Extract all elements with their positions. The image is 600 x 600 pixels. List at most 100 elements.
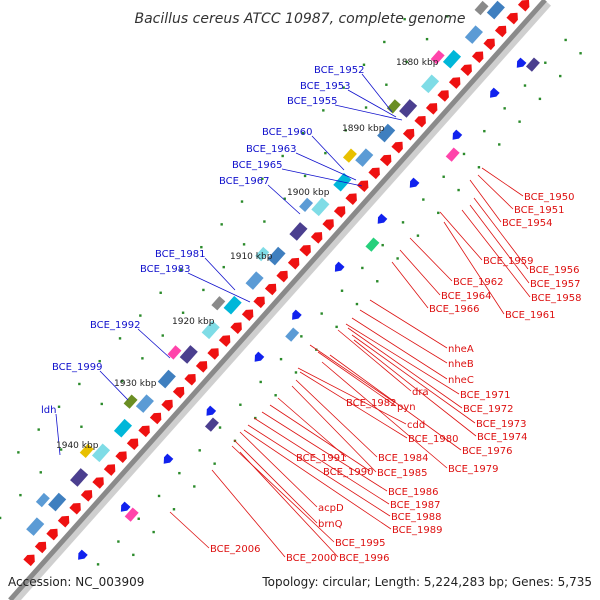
- reverse-gene-arrow-shape: [377, 213, 388, 224]
- tick-dot: [303, 174, 307, 178]
- leader-line-right: [391, 261, 429, 309]
- leader-line-right: [261, 411, 388, 492]
- forward-gene-arrow: [69, 503, 81, 515]
- leader-line-left: [361, 73, 393, 113]
- tick-dot: [538, 97, 542, 101]
- gene-label-right: BCE_1966: [429, 304, 479, 315]
- gene-label-right: BCE_1954: [502, 218, 552, 229]
- feature-box-rect: [245, 271, 264, 290]
- forward-gene-arrow: [218, 335, 231, 347]
- tick-dot: [132, 553, 135, 557]
- forward-gene-arrow-shape: [149, 412, 162, 425]
- feature-box-rect: [35, 492, 50, 508]
- gene-label-right: BCE_1995: [335, 538, 385, 549]
- feature-box: [399, 99, 418, 118]
- feature-box-rect: [201, 320, 220, 340]
- tick-dot: [213, 462, 216, 465]
- forward-gene-arrow: [494, 25, 507, 38]
- leader-line-right: [295, 379, 378, 458]
- forward-gene-arrow-shape: [34, 541, 47, 554]
- forward-gene-arrow-shape: [356, 180, 369, 193]
- tick-dot: [179, 268, 183, 272]
- forward-gene-arrow-shape: [103, 464, 116, 476]
- reverse-gene-arrow-shape: [254, 351, 265, 362]
- forward-gene-arrow: [356, 180, 369, 193]
- gene-label-right: acpD: [318, 503, 344, 514]
- feature-box: [445, 147, 460, 162]
- forward-gene-arrow: [322, 219, 334, 231]
- kbp-marker-1920: 1920 kbp: [172, 317, 215, 327]
- forward-gene-arrow-shape: [46, 528, 58, 541]
- forward-gene-arrow: [437, 90, 449, 102]
- leader-line-left: [311, 135, 345, 171]
- gene-label-right: BCE_1950: [524, 192, 574, 203]
- tick-dot: [254, 416, 257, 420]
- forward-gene-arrow-shape: [310, 232, 323, 244]
- feature-box: [311, 197, 330, 217]
- forward-gene-arrow-shape: [57, 515, 70, 528]
- tick-dot: [139, 314, 142, 317]
- tick-dot: [263, 220, 266, 223]
- forward-gene-arrow-shape: [448, 77, 461, 89]
- tick-dot: [442, 175, 445, 178]
- gene-label-left: BCE_1952: [314, 65, 364, 76]
- feature-box-rect: [464, 25, 483, 44]
- tick-dot: [283, 197, 286, 200]
- forward-gene-arrow: [80, 490, 93, 502]
- leader-line-left: [187, 272, 251, 303]
- gene-label-right: BCE_1989: [392, 525, 442, 536]
- leader-line-right: [211, 469, 286, 558]
- feature-box-rect: [204, 417, 219, 432]
- tick-dot: [483, 129, 486, 133]
- tick-dot: [159, 291, 162, 294]
- feature-box-rect: [123, 394, 138, 409]
- leader-line-right: [277, 397, 347, 458]
- feature-box-rect: [26, 517, 45, 536]
- gene-label-right: BCE_1962: [453, 277, 503, 288]
- forward-gene-arrow-shape: [161, 399, 173, 412]
- tick-dot: [437, 211, 440, 215]
- feature-box-rect: [525, 57, 540, 72]
- feature-box-rect: [420, 74, 440, 94]
- kbp-marker-1880: 1880 kbp: [396, 58, 439, 68]
- forward-gene-arrow: [287, 257, 300, 270]
- feature-box-rect: [342, 148, 357, 163]
- reverse-gene-arrow-shape: [334, 261, 345, 272]
- gene-label-right: BCE_1982: [346, 398, 396, 409]
- tick-dot: [120, 379, 124, 383]
- forward-gene-arrow-shape: [253, 296, 265, 309]
- tick-dot: [59, 448, 63, 451]
- gene-label-right: BCE_1957: [530, 279, 580, 290]
- map-title: Bacillus cereus ATCC 10987, complete gen…: [134, 11, 465, 27]
- tick-dot: [220, 223, 223, 226]
- feature-box: [342, 148, 357, 163]
- tick-dot: [477, 166, 481, 169]
- gene-label-right: BCE_1996: [339, 553, 389, 564]
- forward-gene-arrow: [46, 528, 58, 541]
- feature-box-rect: [430, 50, 445, 65]
- leader-line-right: [321, 361, 448, 469]
- gene-label-right: BCE_2006: [210, 544, 260, 555]
- forward-gene-arrow: [506, 12, 518, 25]
- feature-box: [267, 246, 286, 266]
- feature-box: [135, 394, 154, 413]
- forward-gene-arrow-shape: [299, 245, 311, 257]
- reverse-gene-arrow-shape: [490, 87, 500, 98]
- gene-label-right: BCE_2000: [286, 553, 336, 564]
- feature-box: [289, 222, 308, 241]
- reverse-gene-arrow-shape: [78, 549, 88, 560]
- forward-gene-arrow-shape: [218, 335, 231, 347]
- feature-box: [333, 172, 352, 192]
- tick-dot: [355, 302, 359, 306]
- feature-box: [113, 418, 133, 438]
- feature-box: [255, 246, 270, 262]
- feature-box: [35, 492, 50, 508]
- tick-dot: [320, 312, 323, 315]
- forward-gene-arrow: [333, 206, 346, 218]
- gene-label-right: BCE_1979: [448, 464, 498, 475]
- tick-dot: [385, 83, 388, 86]
- feature-box-rect: [355, 148, 374, 167]
- kbp-marker-1940: 1940 kbp: [56, 441, 99, 451]
- forward-gene-arrow-shape: [195, 361, 208, 373]
- forward-gene-arrow-shape: [414, 116, 426, 128]
